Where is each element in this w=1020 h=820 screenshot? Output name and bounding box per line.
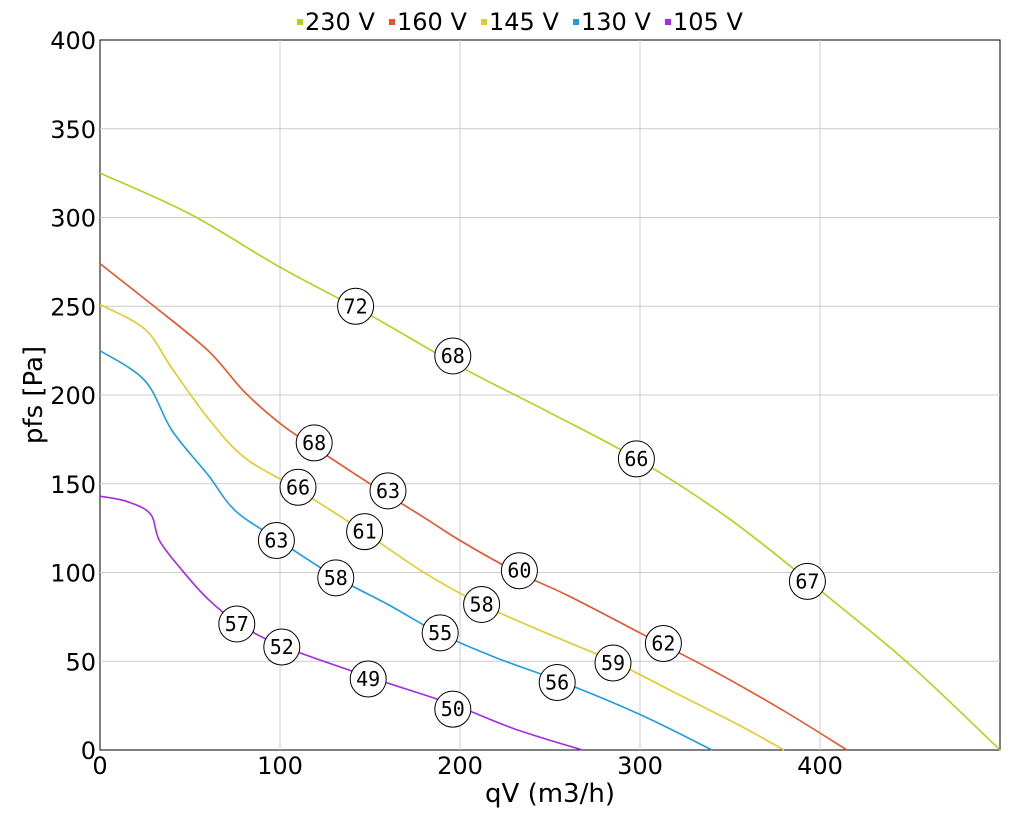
legend-entry: 130 V: [581, 8, 651, 36]
data-label-text: 66: [286, 475, 310, 499]
data-label-text: 50: [441, 697, 465, 721]
data-label-bubble: 50: [434, 690, 472, 728]
data-label-circle: [337, 287, 375, 325]
series-line-130v: [99, 349, 713, 751]
grid: [99, 39, 1001, 751]
data-label-text: 60: [507, 559, 531, 583]
data-label-circle: [500, 552, 538, 590]
data-label-circle: [538, 664, 576, 702]
data-label-text: 67: [795, 569, 819, 593]
data-label-text: 55: [428, 621, 452, 645]
data-label-bubble: 68: [295, 424, 333, 462]
data-label-bubble: 72: [337, 287, 375, 325]
x-tick-label: 400: [797, 752, 843, 780]
data-label-bubble: 62: [644, 625, 682, 662]
data-label-bubble: 68: [434, 337, 472, 375]
data-label-circle: [434, 690, 472, 728]
data-label-bubble: 60: [500, 552, 538, 590]
legend-entry: 160 V: [397, 8, 467, 36]
data-label-bubble: 58: [317, 559, 355, 597]
data-label-circle: [295, 424, 333, 462]
data-label-bubble: 56: [538, 664, 576, 702]
data-label-bubble: 67: [788, 562, 826, 600]
y-axis-title: pfs [Pa]: [19, 346, 49, 444]
x-tick-label: 0: [92, 752, 107, 780]
data-label-bubble: 63: [257, 522, 295, 560]
data-label-bubble: 58: [463, 585, 501, 623]
data-label-text: 59: [601, 651, 625, 675]
data-label-circle: [346, 513, 384, 551]
series-line-145v: [99, 303, 785, 751]
series-line-160v: [99, 262, 848, 751]
legend-swatch: [481, 19, 487, 25]
data-label-text: 63: [264, 529, 288, 553]
y-tick-label: 350: [50, 116, 96, 144]
series-line-230v: [99, 172, 1001, 751]
legend-entry: 145 V: [489, 8, 559, 36]
series-line-105v: [99, 495, 583, 751]
data-label-circle: [218, 605, 256, 643]
data-label-circle: [257, 522, 295, 560]
legend-swatch: [665, 19, 671, 25]
data-label-bubble: 63: [369, 472, 407, 510]
legend-swatch: [389, 19, 395, 25]
data-label-circle: [369, 472, 407, 510]
data-label-bubble: 66: [279, 468, 317, 506]
data-label-bubble: 55: [421, 614, 459, 652]
legend-entry: 230 V: [305, 8, 375, 36]
data-label-text: 68: [302, 431, 326, 455]
data-label-text: 72: [344, 294, 368, 318]
data-label-bubble: 66: [617, 440, 655, 478]
legend-swatch: [573, 19, 579, 25]
data-label-circle: [421, 614, 459, 652]
y-tick-label: 150: [50, 471, 96, 499]
data-label-text: 58: [324, 566, 348, 590]
data-label-text: 57: [225, 612, 249, 636]
axis-ticks: 0 100 200 300 400 0 50 100 150 200 250 300 350 400: [50, 27, 843, 780]
data-label-text: 68: [441, 344, 465, 368]
data-label-text: 56: [545, 671, 569, 695]
data-label-circle: [279, 468, 317, 506]
data-label-text: 49: [356, 667, 380, 691]
x-tick-label: 200: [437, 752, 483, 780]
y-tick-label: 300: [50, 205, 96, 233]
data-label-text: 58: [470, 592, 494, 616]
data-label-circle: [349, 660, 387, 698]
data-label-bubble: 49: [349, 660, 387, 698]
data-label-text: 61: [353, 520, 377, 544]
data-label-bubble: 57: [218, 605, 256, 643]
data-label-circle: [594, 644, 632, 682]
data-label-text: 63: [376, 479, 400, 503]
data-label-text: 52: [270, 635, 294, 659]
x-axis-title: qV (m3/h): [485, 779, 615, 809]
x-tick-label: 100: [257, 752, 303, 780]
y-tick-label: 250: [50, 293, 96, 321]
data-label-circle: [263, 628, 301, 666]
data-label-bubble: 52: [263, 628, 301, 666]
legend-swatch: [297, 19, 303, 25]
data-label-text: 62: [651, 632, 675, 656]
data-label-circle: [644, 625, 682, 662]
y-tick-label: 400: [50, 27, 96, 55]
data-label-circle: [434, 337, 472, 375]
y-tick-label: 100: [50, 560, 96, 588]
y-tick-label: 50: [65, 648, 96, 676]
data-label-circle: [617, 440, 655, 478]
data-label-bubble: 59: [594, 644, 632, 682]
series-lines: [99, 172, 1001, 751]
legend: 230 V 160 V 145 V 130 V 105 V: [297, 8, 743, 36]
data-label-circle: [317, 559, 355, 597]
x-tick-label: 300: [617, 752, 663, 780]
data-label-bubble: 61: [346, 513, 384, 551]
data-label-circle: [463, 585, 501, 623]
y-tick-label: 200: [50, 382, 96, 410]
legend-entry: 105 V: [673, 8, 743, 36]
data-label-circle: [788, 562, 826, 600]
data-label-text: 66: [624, 447, 648, 471]
y-tick-label: 0: [81, 737, 96, 765]
